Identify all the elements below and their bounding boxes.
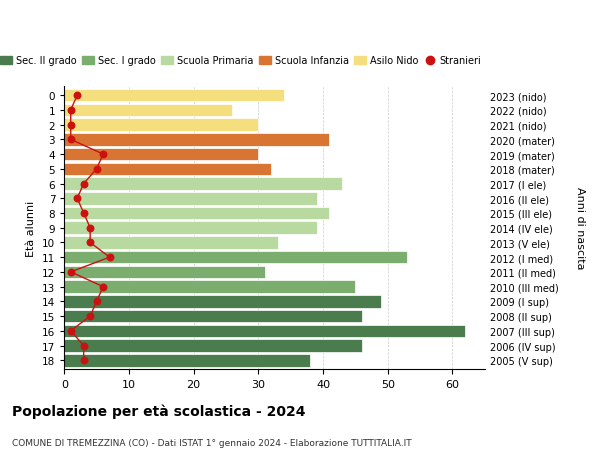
Point — [85, 239, 95, 246]
Bar — [64, 325, 466, 337]
Point — [66, 107, 76, 114]
Bar — [64, 149, 259, 161]
Bar — [64, 310, 362, 323]
Bar — [64, 178, 343, 190]
Bar — [64, 222, 317, 235]
Point — [92, 166, 101, 173]
Point — [85, 313, 95, 320]
Text: COMUNE DI TREMEZZINA (CO) - Dati ISTAT 1° gennaio 2024 - Elaborazione TUTTITALIA: COMUNE DI TREMEZZINA (CO) - Dati ISTAT 1… — [12, 438, 412, 447]
Y-axis label: Età alunni: Età alunni — [26, 200, 37, 256]
Point — [66, 269, 76, 276]
Point — [66, 136, 76, 144]
Point — [79, 180, 88, 188]
Bar — [64, 207, 329, 220]
Bar — [64, 340, 362, 352]
Point — [79, 210, 88, 217]
Bar — [64, 296, 381, 308]
Bar — [64, 266, 265, 279]
Bar — [64, 281, 355, 293]
Point — [92, 298, 101, 305]
Bar — [64, 90, 284, 102]
Bar — [64, 104, 232, 117]
Bar — [64, 134, 329, 146]
Point — [73, 92, 82, 100]
Bar — [64, 237, 278, 249]
Point — [66, 327, 76, 335]
Point — [98, 283, 108, 291]
Point — [79, 357, 88, 364]
Point — [85, 224, 95, 232]
Point — [98, 151, 108, 158]
Legend: Sec. II grado, Sec. I grado, Scuola Primaria, Scuola Infanzia, Asilo Nido, Stran: Sec. II grado, Sec. I grado, Scuola Prim… — [0, 52, 485, 70]
Bar — [64, 193, 317, 205]
Point — [73, 195, 82, 202]
Point — [79, 342, 88, 349]
Y-axis label: Anni di nascita: Anni di nascita — [575, 187, 585, 269]
Point — [105, 254, 115, 261]
Bar — [64, 163, 271, 176]
Bar — [64, 252, 407, 264]
Bar — [64, 354, 310, 367]
Point — [66, 122, 76, 129]
Bar — [64, 119, 259, 132]
Text: Popolazione per età scolastica - 2024: Popolazione per età scolastica - 2024 — [12, 404, 305, 419]
